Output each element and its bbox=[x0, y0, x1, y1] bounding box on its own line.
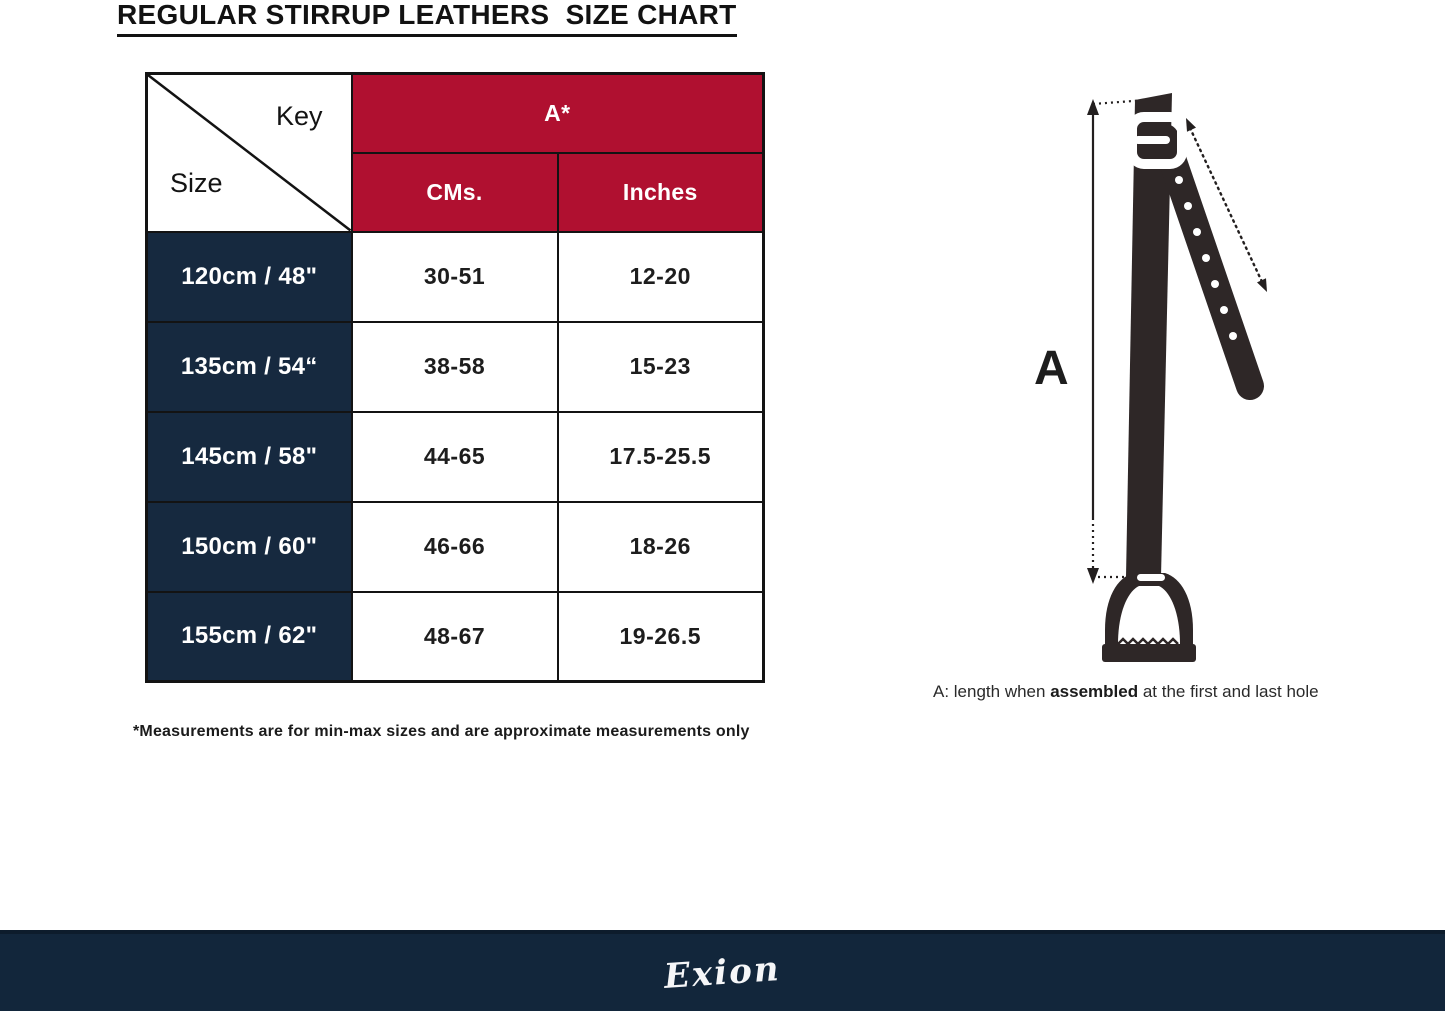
column-group-header-a: A* bbox=[350, 72, 765, 154]
table-row: 155cm / 62" 48-67 19-26.5 bbox=[145, 590, 765, 683]
size-cell: 145cm / 58" bbox=[145, 410, 353, 503]
corner-header-cell: Key Size bbox=[145, 72, 353, 233]
cms-cell: 46-66 bbox=[350, 500, 559, 593]
cms-cell: 44-65 bbox=[350, 410, 559, 503]
page-title: REGULAR STIRRUP LEATHERS SIZE CHART bbox=[117, 0, 737, 37]
inches-cell: 15-23 bbox=[556, 320, 765, 413]
caption-prefix: A: length when bbox=[933, 682, 1051, 701]
table-row: 150cm / 60" 46-66 18-26 bbox=[145, 500, 765, 593]
corner-key-label: Key bbox=[275, 101, 323, 131]
buckle bbox=[1127, 112, 1187, 169]
header-row-group: Key Size A* bbox=[145, 72, 765, 233]
inches-cell: 19-26.5 bbox=[556, 590, 765, 683]
diagram-caption: A: length when assembled at the first an… bbox=[933, 682, 1393, 702]
corner-size-label: Size bbox=[170, 167, 223, 198]
size-cell: 155cm / 62" bbox=[145, 590, 353, 683]
brand-logo: Exion bbox=[662, 948, 783, 997]
footer-bar: Exion bbox=[0, 930, 1445, 1011]
size-chart-table: Key Size A* CMs. Inches 120cm / 48" 30-5… bbox=[145, 72, 766, 683]
header-row-units: CMs. Inches bbox=[147, 151, 765, 233]
size-cell: 120cm / 48" bbox=[145, 230, 353, 323]
size-cell: 135cm / 54“ bbox=[145, 320, 353, 413]
inches-cell: 18-26 bbox=[556, 500, 765, 593]
size-cell: 150cm / 60" bbox=[145, 500, 353, 593]
diagonal-line bbox=[148, 75, 351, 231]
table-row: 120cm / 48" 30-51 12-20 bbox=[145, 230, 765, 323]
angled-strap bbox=[1151, 124, 1264, 400]
stirrup-leather-drawing: A bbox=[1034, 93, 1267, 662]
stirrup-leather-illustration: A bbox=[1020, 88, 1300, 673]
cms-cell: 30-51 bbox=[350, 230, 559, 323]
inches-cell: 12-20 bbox=[556, 230, 765, 323]
caption-suffix: at the first and last hole bbox=[1138, 682, 1319, 701]
table-row: 145cm / 58" 44-65 17.5-25.5 bbox=[145, 410, 765, 503]
dimension-label-a: A bbox=[1034, 342, 1069, 395]
inches-cell: 17.5-25.5 bbox=[556, 410, 765, 503]
inches-column-header: Inches bbox=[556, 151, 765, 233]
stirrup-slot bbox=[1137, 574, 1165, 581]
table-row: 135cm / 54“ 38-58 15-23 bbox=[145, 320, 765, 413]
stirrup-iron bbox=[1102, 573, 1196, 662]
caption-bold: assembled bbox=[1050, 682, 1139, 701]
cms-cell: 38-58 bbox=[350, 320, 559, 413]
measurement-arrow-diagonal bbox=[1186, 118, 1267, 292]
cms-column-header: CMs. bbox=[350, 151, 559, 233]
main-strap bbox=[1126, 93, 1172, 577]
cms-cell: 48-67 bbox=[350, 590, 559, 683]
measurements-footnote: *Measurements are for min-max sizes and … bbox=[133, 723, 750, 740]
